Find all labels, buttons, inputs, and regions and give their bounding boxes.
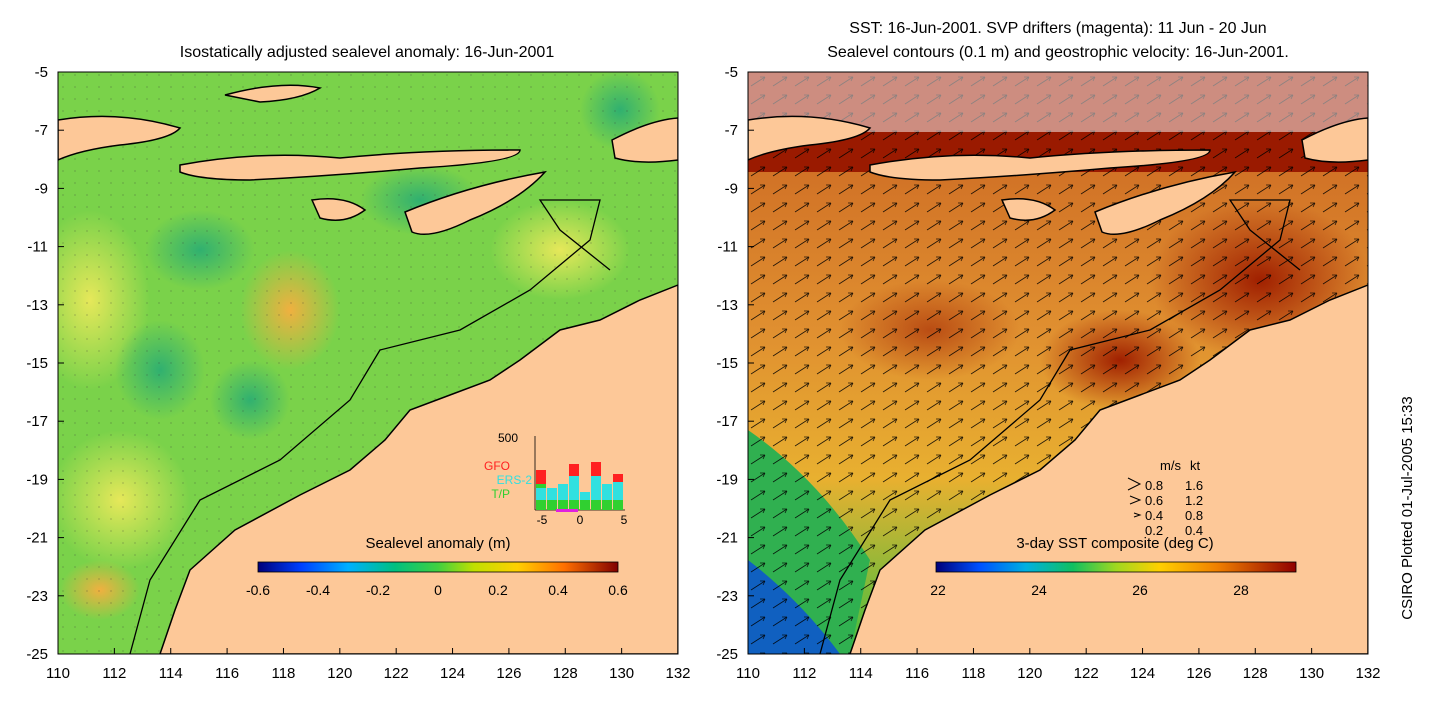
x-tick-label: 128 <box>553 665 578 682</box>
y-tick-label: -13 <box>26 297 48 314</box>
x-tick-label: 122 <box>384 665 409 682</box>
x-tick-label: 132 <box>665 665 690 682</box>
speed-key-kt: 1.6 <box>1185 478 1203 493</box>
y-tick-label: -17 <box>716 413 738 430</box>
y-tick-label: -11 <box>27 239 48 256</box>
y-tick-label: -21 <box>716 530 738 547</box>
y-tick-label: -11 <box>717 239 738 256</box>
inset-ymax-label: 500 <box>498 431 518 445</box>
x-tick-label: 122 <box>1074 665 1099 682</box>
inset-bars <box>536 462 623 510</box>
y-tick-label: -25 <box>716 646 738 663</box>
y-tick-label: -9 <box>35 180 48 197</box>
y-tick-label: -19 <box>716 471 738 488</box>
right-colorbar-label: 3-day SST composite (deg C) <box>1016 535 1213 552</box>
x-tick-label: 126 <box>1186 665 1211 682</box>
speed-key-header-kt: kt <box>1190 458 1201 473</box>
y-tick-label: -15 <box>716 355 738 372</box>
speed-key-ms: 0.4 <box>1145 508 1163 523</box>
x-tick-label: 114 <box>849 665 873 682</box>
inset-legend-gfo: GFO <box>484 459 510 473</box>
inset-legend-tp: T/P <box>491 487 510 501</box>
colorbar-tick: 26 <box>1132 582 1148 598</box>
colorbar-tick: -0.2 <box>366 582 390 598</box>
left-colorbar-ticks: -0.6 -0.4 -0.2 0 0.2 0.4 0.6 <box>246 582 628 598</box>
speed-key-kt: 1.2 <box>1185 493 1203 508</box>
y-tick-label: -21 <box>26 530 48 547</box>
left-axes: 110 112 114 116 118 120 122 124 126 128 130 132 -5 -7… <box>26 64 690 682</box>
y-tick-label: -23 <box>26 588 48 605</box>
right-map-title-line1: SST: 16-Jun-2001. SVP drifters (magenta)… <box>849 20 1266 37</box>
data-count-inset: 500 GFO ERS-2 T/P -5 0 5 <box>484 431 628 527</box>
left-colorbar-label: Sealevel anomaly (m) <box>365 535 510 552</box>
x-tick-label: 130 <box>1299 665 1324 682</box>
y-tick-label: -17 <box>26 413 48 430</box>
right-colorbar-ticks: 22 24 26 28 <box>930 582 1249 598</box>
x-tick-label: 118 <box>961 665 985 682</box>
x-tick-label: 114 <box>159 665 183 682</box>
colorbar-tick: 22 <box>930 582 946 598</box>
x-tick-label: 118 <box>271 665 295 682</box>
y-tick-label: -9 <box>725 180 738 197</box>
x-tick-label: 124 <box>1130 665 1155 682</box>
y-tick-label: -13 <box>716 297 738 314</box>
x-tick-label: 112 <box>792 665 816 682</box>
left-map-title: Isostatically adjusted sealevel anomaly:… <box>180 44 555 61</box>
inset-x-tick: -5 <box>537 513 548 527</box>
x-tick-label: 110 <box>46 665 70 682</box>
colorbar-tick: 0.6 <box>608 582 628 598</box>
sealevel-colorbar <box>257 561 619 573</box>
speed-key-header-ms: m/s <box>1160 458 1181 473</box>
colorbar-tick: 28 <box>1233 582 1249 598</box>
y-tick-label: -5 <box>725 64 738 81</box>
colorbar-tick: 0.4 <box>548 582 568 598</box>
inset-x-tick: 5 <box>621 513 628 527</box>
y-tick-label: -5 <box>35 64 48 81</box>
x-tick-label: 116 <box>905 665 929 682</box>
speed-key-ms: 0.8 <box>1145 478 1163 493</box>
x-tick-label: 112 <box>102 665 126 682</box>
sealevel-anomaly-map <box>58 72 678 654</box>
y-tick-label: -19 <box>26 471 48 488</box>
y-tick-label: -25 <box>26 646 48 663</box>
x-tick-label: 120 <box>327 665 352 682</box>
speed-key-ms: 0.2 <box>1145 523 1163 538</box>
inset-legend-ers2: ERS-2 <box>497 473 533 487</box>
y-tick-label: -7 <box>35 122 48 139</box>
x-tick-label: 128 <box>1243 665 1268 682</box>
x-tick-label: 126 <box>496 665 521 682</box>
x-tick-label: 124 <box>440 665 465 682</box>
x-tick-label: 110 <box>736 665 760 682</box>
y-tick-label: -23 <box>716 588 738 605</box>
x-tick-label: 130 <box>609 665 634 682</box>
sst-colorbar <box>935 561 1297 573</box>
plot-credit: CSIRO Plotted 01-Jul-2005 15:33 <box>1399 396 1416 619</box>
x-tick-label: 132 <box>1355 665 1380 682</box>
y-tick-label: -7 <box>725 122 738 139</box>
speed-key-ms: 0.6 <box>1145 493 1163 508</box>
right-map-title-line2: Sealevel contours (0.1 m) and geostrophi… <box>827 44 1289 61</box>
x-tick-label: 116 <box>215 665 239 682</box>
x-tick-label: 120 <box>1017 665 1042 682</box>
speed-key-kt: 0.8 <box>1185 508 1203 523</box>
sst-map <box>748 72 1368 654</box>
inset-x-tick: 0 <box>577 513 584 527</box>
right-axes: 110 112 114 116 118 120 122 124 126 128 130 132 -5 -7… <box>716 64 1380 682</box>
y-tick-label: -15 <box>26 355 48 372</box>
colorbar-tick: 24 <box>1031 582 1047 598</box>
drifter-period-marker <box>556 509 578 512</box>
colorbar-tick: -0.4 <box>306 582 330 598</box>
colorbar-tick: -0.6 <box>246 582 270 598</box>
speed-key-kt: 0.4 <box>1185 523 1203 538</box>
colorbar-tick: 0 <box>434 582 442 598</box>
colorbar-tick: 0.2 <box>488 582 508 598</box>
velocity-speed-key: m/s kt 0.8 1.6 0.6 1.2 0.4 0.8 0.2 0.4 <box>1127 458 1203 538</box>
